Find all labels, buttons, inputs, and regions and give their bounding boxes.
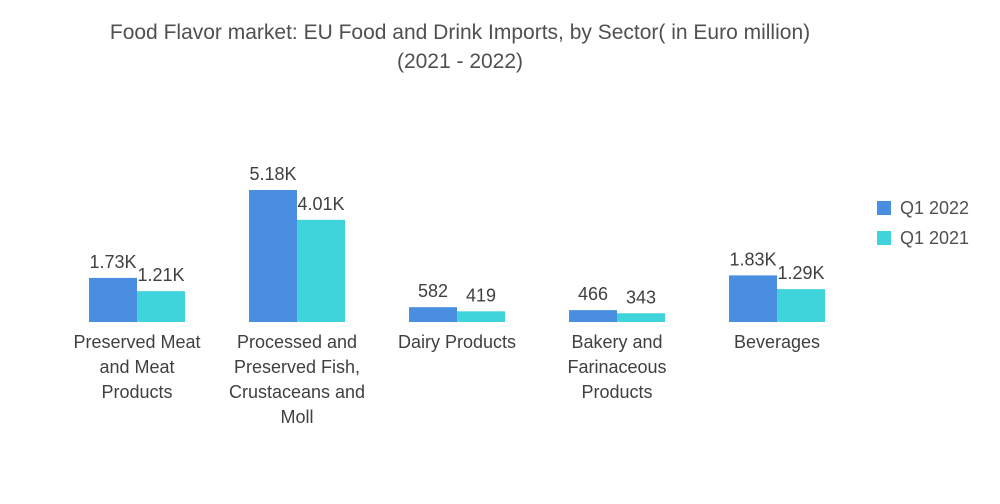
- data-label-q1-2022-0: 1.73K: [89, 252, 136, 272]
- category-label-0: Preserved Meat and Meat Products: [73, 332, 201, 402]
- category-label-4: Beverages: [733, 332, 821, 352]
- legend: Q1 2022 Q1 2021: [877, 193, 969, 253]
- bar-q1-2021-1[interactable]: [297, 219, 345, 322]
- legend-swatch-q1-2022: [877, 201, 891, 215]
- category-label-3: Bakery and Farinaceous Products: [567, 332, 667, 402]
- legend-label-q1-2021: Q1 2021: [900, 227, 970, 248]
- data-label-q1-2021-1: 4.01K: [297, 194, 344, 214]
- data-label-q1-2021-3: 343: [626, 287, 656, 307]
- data-label-q1-2021-2: 419: [466, 285, 496, 305]
- chart-title-line-1: Food Flavor market: EU Food and Drink Im…: [109, 21, 811, 44]
- data-label-q1-2022-3: 466: [578, 284, 608, 304]
- legend-item-q1-2021[interactable]: Q1 2021: [877, 223, 969, 253]
- bar-q1-2022-3[interactable]: [569, 310, 617, 322]
- bar-q1-2021-2[interactable]: [457, 311, 505, 322]
- bar-q1-2021-0[interactable]: [137, 291, 185, 322]
- category-label-1: Processed and Preserved Fish, Crustaceans …: [228, 332, 366, 427]
- legend-swatch-q1-2021: [877, 231, 891, 245]
- bar-q1-2022-1[interactable]: [249, 190, 297, 322]
- bar-q1-2021-4[interactable]: [777, 289, 825, 322]
- data-label-q1-2022-2: 582: [418, 281, 448, 301]
- legend-item-q1-2022[interactable]: Q1 2022: [877, 193, 969, 223]
- category-label-2: Dairy Products: [397, 332, 517, 352]
- chart-title: Food Flavor market: EU Food and Drink Im…: [0, 18, 920, 76]
- bar-q1-2022-0[interactable]: [89, 277, 137, 322]
- chart-title-line-2: (2021 - 2022): [396, 50, 524, 73]
- bar-q1-2022-4[interactable]: [729, 275, 777, 322]
- data-label-q1-2022-1: 5.18K: [249, 164, 296, 184]
- data-label-q1-2021-4: 1.29K: [777, 263, 824, 283]
- legend-label-q1-2022: Q1 2022: [900, 197, 970, 218]
- data-label-q1-2021-0: 1.21K: [137, 265, 184, 285]
- data-label-q1-2022-4: 1.83K: [729, 249, 776, 269]
- bar-q1-2021-3[interactable]: [617, 313, 665, 322]
- bar-q1-2022-2[interactable]: [409, 307, 457, 322]
